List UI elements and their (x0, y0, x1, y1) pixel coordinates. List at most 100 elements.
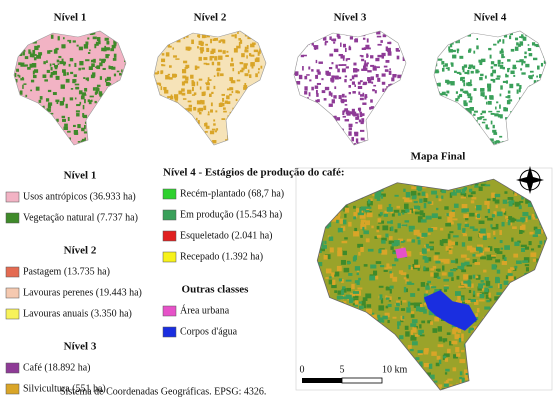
texture (497, 114, 501, 118)
texture (499, 135, 503, 138)
texture (449, 192, 453, 198)
texture (69, 97, 74, 101)
texture (214, 38, 218, 41)
texture (425, 287, 430, 290)
texture (205, 63, 210, 66)
texture (205, 122, 208, 126)
texture (490, 112, 495, 115)
texture (260, 65, 263, 69)
texture (413, 205, 420, 209)
texture (435, 195, 439, 199)
texture (447, 216, 453, 223)
texture (167, 73, 171, 76)
texture (82, 114, 88, 119)
texture (452, 218, 458, 221)
texture (19, 90, 23, 95)
texture (43, 61, 46, 65)
texture (61, 115, 66, 119)
texture (435, 260, 441, 264)
texture (503, 34, 508, 38)
texture (379, 319, 385, 323)
texture (210, 102, 213, 107)
texture (492, 69, 497, 74)
texture (327, 235, 331, 238)
texture (414, 211, 420, 215)
texture (363, 63, 368, 67)
texture (463, 64, 468, 68)
texture (294, 72, 296, 75)
texture (187, 89, 192, 94)
texture (326, 222, 332, 227)
texture (369, 106, 372, 110)
map-outline (13, 30, 127, 146)
texture (386, 221, 392, 224)
texture (372, 193, 377, 197)
texture (536, 75, 538, 78)
texture (468, 327, 474, 331)
texture (484, 277, 489, 281)
texture (74, 97, 77, 100)
texture (431, 213, 438, 218)
texture (465, 377, 469, 380)
texture (353, 68, 358, 73)
texture (364, 97, 367, 100)
texture (360, 219, 366, 223)
texture (450, 62, 453, 65)
texture (49, 63, 52, 67)
texture (72, 40, 76, 43)
texture (96, 84, 101, 87)
map-outline (153, 30, 267, 146)
texture (539, 240, 543, 245)
texture (443, 258, 450, 264)
north-star (516, 166, 544, 194)
texture (174, 96, 179, 101)
texture (362, 65, 366, 70)
texture (361, 118, 365, 123)
texture (503, 107, 507, 112)
texture (69, 39, 72, 44)
texture (195, 117, 198, 121)
texture (524, 55, 527, 59)
texture (210, 55, 214, 59)
texture (196, 46, 199, 49)
texture (94, 43, 97, 49)
texture (501, 208, 506, 213)
texture (469, 96, 473, 101)
texture (451, 325, 457, 328)
texture (207, 80, 209, 84)
texture (402, 315, 405, 320)
texture (311, 69, 314, 72)
texture (375, 261, 382, 264)
texture (365, 44, 370, 50)
texture (342, 286, 346, 289)
texture (330, 92, 333, 97)
texture (457, 265, 461, 269)
texture (226, 88, 232, 91)
texture (496, 75, 501, 78)
texture (365, 206, 372, 209)
texture (402, 197, 406, 200)
texture (119, 72, 122, 76)
texture (491, 264, 497, 270)
texture (396, 205, 401, 209)
texture (362, 83, 367, 86)
texture (451, 192, 457, 196)
texture (468, 194, 473, 198)
final-map-title: Mapa Final (411, 151, 466, 163)
texture (232, 67, 235, 72)
map-title: Nível 1 (54, 12, 87, 24)
texture (401, 246, 404, 250)
texture (204, 131, 208, 133)
texture (216, 69, 219, 71)
texture (316, 69, 320, 73)
texture (341, 250, 347, 256)
texture (333, 48, 339, 53)
texture (507, 220, 511, 226)
texture (389, 272, 394, 279)
texture (63, 126, 68, 131)
texture (364, 96, 368, 98)
texture (463, 214, 469, 219)
texture (27, 66, 31, 70)
texture (168, 65, 172, 68)
legend-label: Recém-plantado (68,7 ha) (180, 188, 284, 199)
